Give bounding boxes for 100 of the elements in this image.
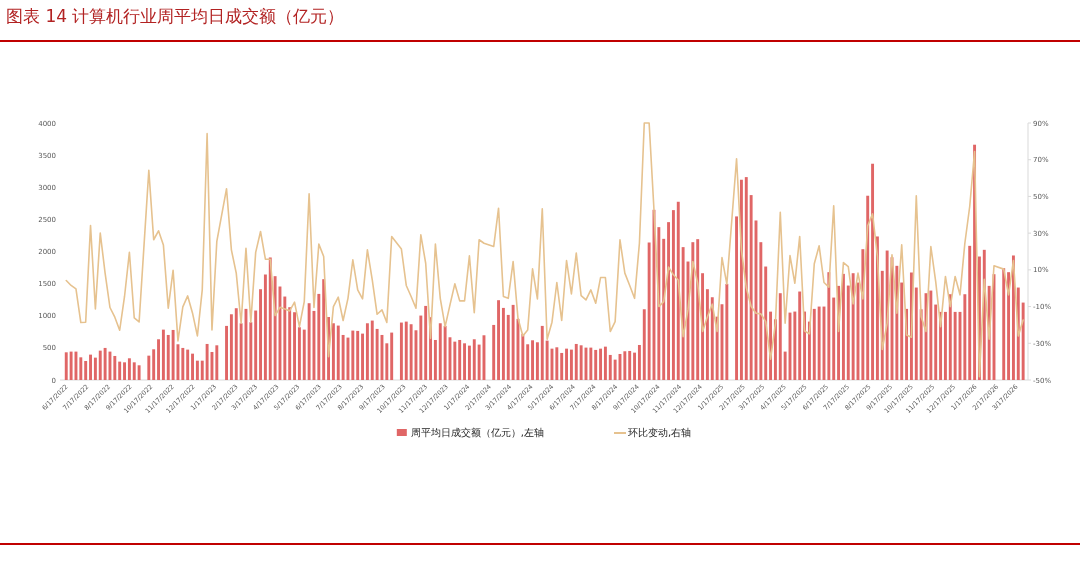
bar — [783, 351, 787, 380]
bar — [419, 315, 423, 380]
bar — [623, 351, 627, 380]
chart-title: 图表 14 计算机行业周平均日成交额（亿元） — [6, 6, 345, 26]
bar — [545, 340, 549, 380]
bar — [147, 355, 151, 380]
legend-label: 周平均日成交额（亿元）,左轴 — [410, 427, 544, 438]
bar — [934, 304, 938, 380]
bar — [642, 309, 646, 380]
bar — [438, 323, 442, 380]
bar — [599, 348, 603, 380]
bar — [589, 347, 593, 380]
bar — [535, 342, 539, 380]
bar — [1002, 268, 1006, 380]
bar — [302, 329, 306, 380]
bar — [521, 333, 525, 380]
bar — [171, 329, 175, 380]
bar — [283, 296, 287, 380]
bar — [127, 358, 131, 380]
bar — [268, 257, 272, 380]
bar — [1021, 302, 1025, 380]
bar — [103, 347, 107, 380]
bar — [317, 293, 321, 380]
bar — [667, 222, 671, 380]
bar — [443, 325, 447, 380]
bar — [467, 345, 471, 380]
bar — [336, 325, 340, 380]
bar — [293, 312, 296, 380]
bar — [234, 308, 238, 380]
bar — [943, 311, 947, 380]
bar — [841, 273, 845, 380]
bar — [798, 291, 802, 380]
bar — [1007, 272, 1011, 380]
bar — [565, 348, 569, 380]
bar — [696, 239, 700, 380]
bar — [929, 290, 933, 380]
bar — [254, 310, 258, 380]
bar — [613, 359, 617, 380]
bar — [390, 332, 394, 380]
bar — [579, 345, 583, 380]
bar — [458, 339, 462, 380]
bar — [132, 362, 136, 380]
bar — [152, 349, 156, 380]
bar — [409, 324, 413, 380]
bar — [477, 344, 481, 380]
bar — [195, 360, 199, 380]
legend-label: 环比变动,右轴 — [628, 427, 692, 438]
bar — [628, 350, 632, 380]
bar — [89, 354, 92, 380]
bar — [633, 352, 637, 380]
bar — [215, 345, 219, 380]
bar — [817, 306, 821, 380]
bar — [506, 314, 510, 380]
bar — [569, 349, 573, 380]
bar — [705, 289, 709, 380]
bar — [574, 343, 578, 380]
bar — [118, 361, 122, 380]
bar — [501, 307, 505, 380]
bar — [166, 334, 170, 380]
bar — [749, 195, 753, 380]
bar — [191, 353, 194, 380]
bar — [263, 274, 267, 380]
bar — [453, 341, 457, 380]
bar — [331, 323, 335, 380]
bar — [710, 297, 714, 380]
bar — [288, 307, 292, 380]
bar — [375, 328, 379, 380]
bar — [322, 279, 326, 380]
bar — [249, 322, 253, 380]
bar — [671, 210, 675, 380]
bar — [404, 321, 408, 380]
bar — [608, 354, 612, 380]
bar — [968, 245, 972, 380]
bar — [511, 304, 515, 380]
bar — [871, 163, 875, 380]
bar — [356, 330, 360, 380]
bar — [186, 349, 190, 380]
bar — [225, 325, 228, 380]
bar — [424, 305, 428, 380]
bar — [79, 357, 83, 380]
bar — [399, 322, 403, 380]
bar — [370, 320, 374, 380]
bar — [307, 303, 311, 380]
bar — [900, 282, 904, 380]
bar — [137, 365, 141, 380]
bar — [832, 297, 836, 380]
bar — [793, 311, 797, 380]
bar — [531, 340, 535, 380]
bar — [84, 360, 88, 380]
line-series — [65, 122, 1024, 378]
bar — [866, 195, 870, 380]
bar — [778, 293, 782, 380]
bar — [637, 344, 641, 380]
bar — [735, 216, 739, 380]
bar — [492, 324, 496, 380]
bar — [555, 347, 559, 380]
bar — [229, 314, 233, 380]
bar — [861, 249, 865, 380]
bar — [205, 343, 209, 380]
bar — [385, 343, 389, 380]
